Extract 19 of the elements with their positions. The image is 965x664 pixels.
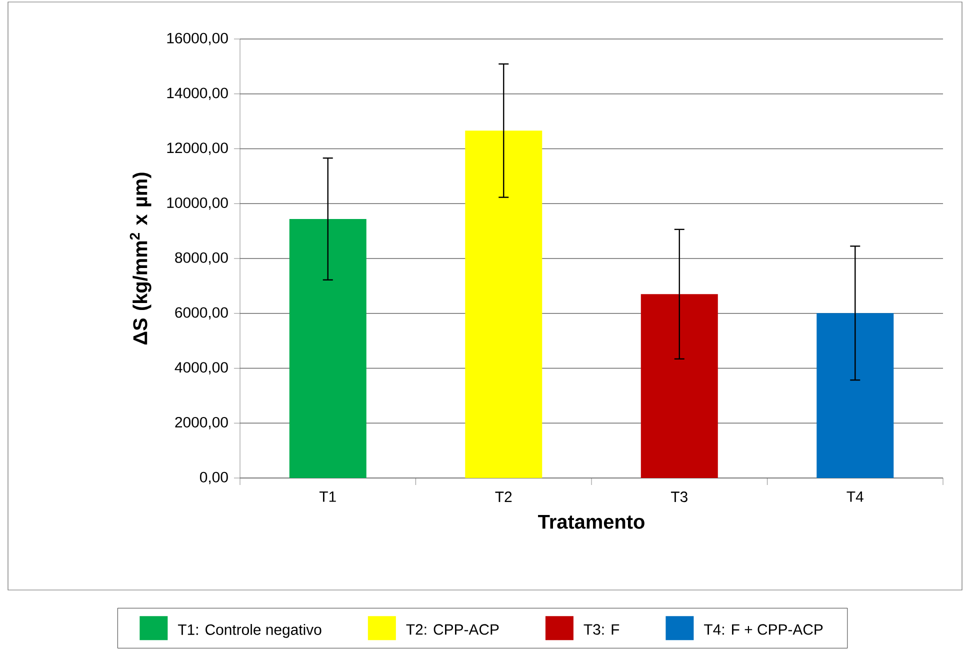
- legend-label: T2: CPP-ACP: [406, 624, 499, 635]
- y-tick-label: 4000,00: [174, 362, 228, 374]
- legend-label: T3: F: [584, 624, 620, 635]
- x-tick-label: T4: [846, 492, 864, 502]
- y-tick-label: 2000,00: [175, 416, 228, 430]
- x-axis-title: Tratamento: [538, 514, 644, 529]
- x-tick-label: T3: [670, 492, 688, 502]
- y-tick-label: 10000,00: [167, 197, 228, 210]
- y-tick-label: 6000,00: [175, 307, 228, 320]
- y-tick-label: 0,00: [200, 472, 228, 484]
- y-tick-label: 14000,00: [167, 88, 228, 100]
- y-tick-label: 12000,00: [167, 142, 228, 155]
- y-axis-title: ΔS (kg/mm$^{2}$ x µm): [130, 172, 152, 344]
- x-tick-label: T2: [495, 492, 512, 502]
- legend-label: T4: F + CPP-ACP: [704, 624, 823, 635]
- legend-label: T1: Controle negativo: [178, 624, 322, 638]
- y-tick-label: 16000,00: [167, 32, 228, 46]
- x-tick-label: T1: [319, 492, 336, 502]
- y-tick-label: 8000,00: [175, 252, 228, 265]
